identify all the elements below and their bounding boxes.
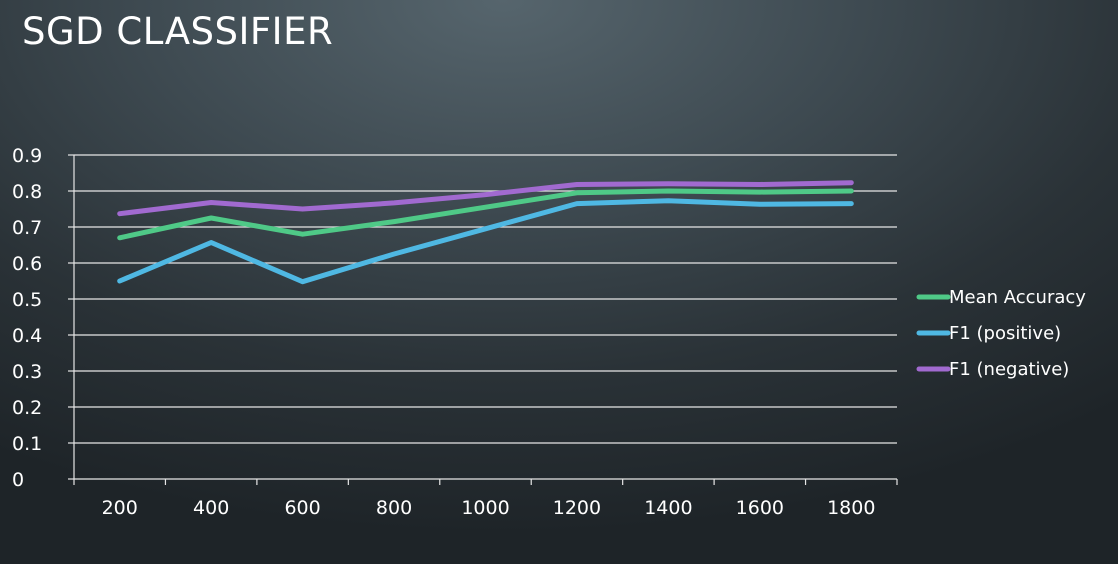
x-tick-label: 600: [284, 497, 320, 519]
x-tick-label: 1800: [827, 497, 875, 519]
legend-label: Mean Accuracy: [949, 287, 1086, 308]
x-tick-label: 1600: [736, 497, 784, 519]
y-tick-label: 0: [12, 469, 24, 491]
chart-legend: Mean Accuracy F1 (positive) F1 (negative): [916, 287, 1086, 380]
y-tick-label: 0.5: [12, 289, 42, 311]
x-tick-label: 1400: [644, 497, 692, 519]
grid-lines: [74, 154, 897, 444]
y-tick-label: 0.1: [12, 433, 42, 455]
x-tick-label: 400: [193, 497, 229, 519]
legend-label: F1 (positive): [949, 323, 1061, 344]
series-line-f1-positive: [117, 198, 854, 285]
x-tick-label: 200: [102, 497, 138, 519]
chart-axes: [68, 154, 898, 485]
y-tick-label: 0.3: [12, 361, 42, 383]
x-tick-label: 1200: [553, 497, 601, 519]
slide-title: SGD CLASSIFIER: [22, 10, 334, 53]
y-tick-label: 0.4: [12, 325, 42, 347]
y-tick-label: 0.9: [12, 145, 42, 167]
y-axis-tick-labels: 0 0.1 0.2 0.3 0.4 0.5 0.6 0.7 0.8 0.9: [12, 145, 42, 491]
series-line-mean-accuracy: [117, 188, 854, 241]
y-tick-label: 0.8: [12, 181, 42, 203]
x-tick-label: 1000: [461, 497, 509, 519]
legend-label: F1 (negative): [949, 359, 1069, 380]
series-lines: [117, 180, 854, 285]
y-tick-label: 0.2: [12, 397, 42, 419]
x-tick-label: 800: [376, 497, 412, 519]
y-tick-label: 0.6: [12, 253, 42, 275]
x-axis-tick-labels: 200 400 600 800 1000 1200 1400 1600 1800: [102, 497, 876, 519]
series-line-f1-negative: [117, 180, 854, 217]
y-tick-label: 0.7: [12, 217, 42, 239]
